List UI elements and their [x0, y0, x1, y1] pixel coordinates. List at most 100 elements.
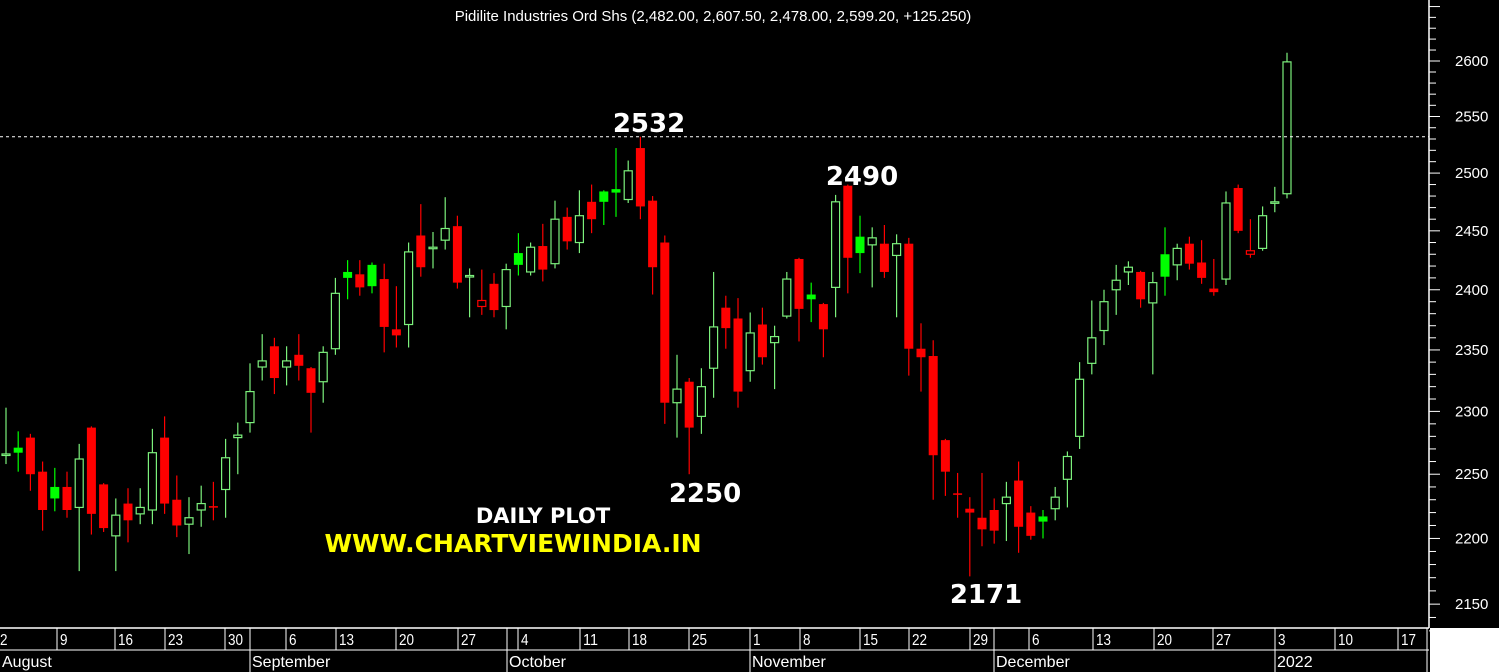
candle	[1087, 300, 1097, 375]
candle	[38, 461, 48, 531]
candle-body	[1014, 480, 1024, 527]
date-tick-label: 11	[583, 632, 598, 649]
date-tick-label: 27	[1216, 632, 1231, 649]
candle	[733, 298, 743, 408]
candle-body	[160, 437, 170, 504]
candle-body	[513, 253, 523, 265]
candle-body	[1038, 516, 1048, 522]
candle-body	[721, 307, 731, 329]
candle-body	[830, 201, 841, 288]
candle	[989, 498, 999, 544]
candle-body	[989, 510, 999, 531]
candle	[1233, 184, 1243, 234]
watermark-website: WWW.CHARTVIEWINDIA.IN	[324, 529, 701, 558]
candle	[513, 233, 523, 276]
date-tick-label: 13	[339, 632, 354, 649]
candle	[696, 368, 707, 434]
candle-body	[599, 191, 609, 202]
date-tick-label: 27	[461, 632, 476, 649]
candle	[221, 438, 231, 518]
candle	[233, 422, 243, 475]
candle-body	[1270, 201, 1280, 204]
candle-body	[465, 274, 475, 278]
candle-body	[1209, 288, 1219, 293]
candle	[1001, 481, 1012, 542]
month-label: September	[252, 654, 331, 671]
candle	[99, 483, 109, 532]
candle	[830, 194, 841, 318]
date-tick-label: 1	[753, 632, 761, 649]
annotation-low-2171: 2171	[950, 580, 1022, 610]
candle-body	[135, 506, 145, 515]
candle-body	[855, 236, 865, 254]
candle-body	[769, 335, 780, 344]
candle	[623, 160, 633, 203]
candle	[1172, 243, 1182, 281]
price-tick-label: 2200	[1455, 530, 1488, 547]
candle-body	[1062, 455, 1073, 480]
candle-body	[757, 324, 767, 358]
date-tick-label: 22	[912, 632, 927, 649]
candle-body	[587, 201, 597, 220]
candle	[13, 431, 23, 472]
candle	[1, 407, 11, 465]
candle	[806, 282, 816, 323]
candle-body	[1001, 496, 1012, 505]
month-label: November	[752, 654, 826, 671]
candle-body	[355, 274, 365, 288]
candle	[465, 268, 475, 318]
candle-body	[879, 243, 889, 272]
candle	[318, 346, 328, 403]
annotation-high-2490: 2490	[826, 162, 898, 192]
candle-body	[62, 486, 72, 511]
candle-body	[1026, 512, 1036, 536]
candle	[477, 269, 487, 315]
date-tick-label: 16	[118, 632, 133, 649]
month-label: October	[509, 654, 567, 671]
candle-body	[489, 283, 499, 311]
candle-body	[965, 508, 975, 513]
candle	[404, 242, 414, 348]
candle-body	[525, 246, 536, 273]
candle	[257, 334, 267, 381]
candle-body	[660, 242, 670, 403]
candle	[1099, 289, 1109, 346]
candle	[1148, 271, 1158, 375]
date-tick-label: 13	[1096, 632, 1111, 649]
candle	[196, 485, 206, 527]
candle-body	[953, 493, 963, 495]
candle-body	[782, 278, 792, 317]
candle	[50, 467, 60, 512]
candle	[1197, 240, 1207, 284]
candle-body	[1233, 187, 1243, 231]
candle	[1209, 258, 1219, 296]
candle	[855, 215, 865, 274]
candle	[1062, 451, 1073, 508]
candle	[440, 197, 450, 250]
candle	[1014, 461, 1024, 553]
candle	[769, 325, 780, 390]
candle	[782, 271, 792, 319]
price-tick-label: 2400	[1455, 282, 1488, 299]
candle-body	[74, 458, 84, 509]
candle	[160, 416, 170, 514]
candle-body	[245, 390, 255, 424]
price-tick-label: 2600	[1455, 53, 1488, 70]
candle-body	[977, 517, 987, 530]
candle	[940, 438, 950, 496]
candle	[25, 433, 35, 491]
candle	[428, 231, 438, 269]
candle-body	[928, 356, 938, 456]
candle-body	[1282, 61, 1292, 195]
candle-body	[196, 502, 206, 511]
candle-body	[733, 318, 743, 392]
candle	[1257, 206, 1268, 251]
candle-body	[672, 388, 682, 404]
candle	[74, 443, 84, 572]
candle-body	[745, 332, 755, 372]
month-label: 2022	[1277, 654, 1313, 671]
candle	[501, 263, 511, 330]
candle-body	[50, 486, 60, 499]
candle-body	[904, 243, 914, 349]
candle-body	[501, 268, 511, 308]
